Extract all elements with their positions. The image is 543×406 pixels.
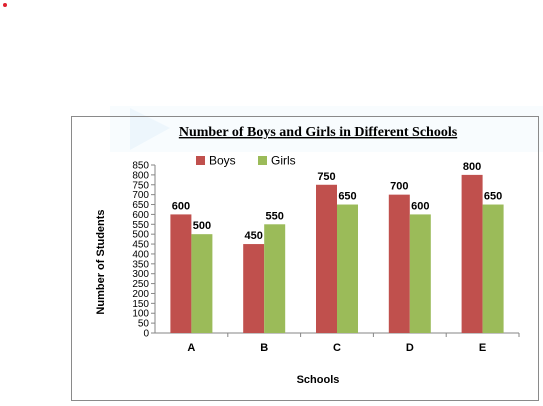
legend-swatch-boys bbox=[196, 156, 205, 165]
y-tick-label: 250 bbox=[132, 279, 149, 290]
bar-girls-c bbox=[337, 204, 358, 333]
data-label: 700 bbox=[390, 181, 408, 193]
y-tick-label: 800 bbox=[132, 170, 149, 181]
y-tick-label: 850 bbox=[132, 161, 149, 172]
x-tick-label: A bbox=[187, 342, 195, 354]
chart-title: Number of Boys and Girls in Different Sc… bbox=[179, 125, 458, 140]
x-tick-label: C bbox=[333, 342, 341, 354]
y-tick-label: 150 bbox=[132, 299, 149, 310]
watermark-logo bbox=[110, 106, 543, 152]
y-tick-label: 750 bbox=[132, 180, 149, 191]
bar-boys-e bbox=[461, 174, 483, 333]
data-label: 750 bbox=[317, 171, 335, 183]
bar-boys-b bbox=[243, 244, 265, 333]
y-tick-label: 200 bbox=[132, 289, 149, 300]
x-axis-label: Schools bbox=[297, 374, 340, 386]
y-tick-label: 400 bbox=[132, 249, 149, 260]
x-tick-label: E bbox=[479, 342, 486, 354]
y-tick-label: 100 bbox=[132, 309, 149, 320]
bar-girls-b bbox=[264, 224, 286, 333]
corner-dot bbox=[3, 3, 7, 7]
bar-girls-e bbox=[482, 204, 504, 333]
y-tick-label: 450 bbox=[132, 240, 149, 251]
x-tick-label: D bbox=[406, 342, 414, 354]
bar-girls-a bbox=[191, 234, 213, 333]
y-tick-label: 300 bbox=[132, 269, 149, 280]
axes: 0501001502002503003504004505005506006507… bbox=[132, 161, 520, 354]
data-label: 500 bbox=[193, 220, 211, 232]
y-axis-label: Number of Students bbox=[95, 209, 107, 314]
y-tick-label: 350 bbox=[132, 259, 149, 270]
data-label: 450 bbox=[245, 230, 263, 242]
y-tick-label: 700 bbox=[132, 190, 149, 201]
legend-swatch-girls bbox=[258, 156, 267, 165]
data-label: 800 bbox=[463, 161, 481, 173]
y-tick-label: 550 bbox=[132, 220, 149, 231]
data-label: 600 bbox=[172, 200, 190, 212]
data-label: 650 bbox=[338, 191, 356, 203]
y-tick-label: 650 bbox=[132, 200, 149, 211]
y-tick-label: 600 bbox=[132, 210, 149, 221]
bar-girls-d bbox=[409, 214, 431, 333]
legend-label-girls: Girls bbox=[271, 154, 296, 168]
data-label: 550 bbox=[266, 210, 284, 222]
bar-boys-c bbox=[316, 184, 337, 333]
bar-boys-d bbox=[388, 194, 410, 333]
legend-label-boys: Boys bbox=[209, 154, 236, 168]
y-tick-label: 500 bbox=[132, 230, 149, 241]
data-label: 600 bbox=[411, 200, 429, 212]
bar-boys-a bbox=[170, 214, 192, 333]
legend: Boys Girls bbox=[196, 154, 296, 168]
chart-frame bbox=[71, 116, 539, 401]
data-label: 650 bbox=[484, 191, 502, 203]
y-tick-label: 50 bbox=[138, 319, 150, 330]
x-tick-label: B bbox=[260, 342, 268, 354]
y-tick-label: 0 bbox=[143, 329, 149, 340]
